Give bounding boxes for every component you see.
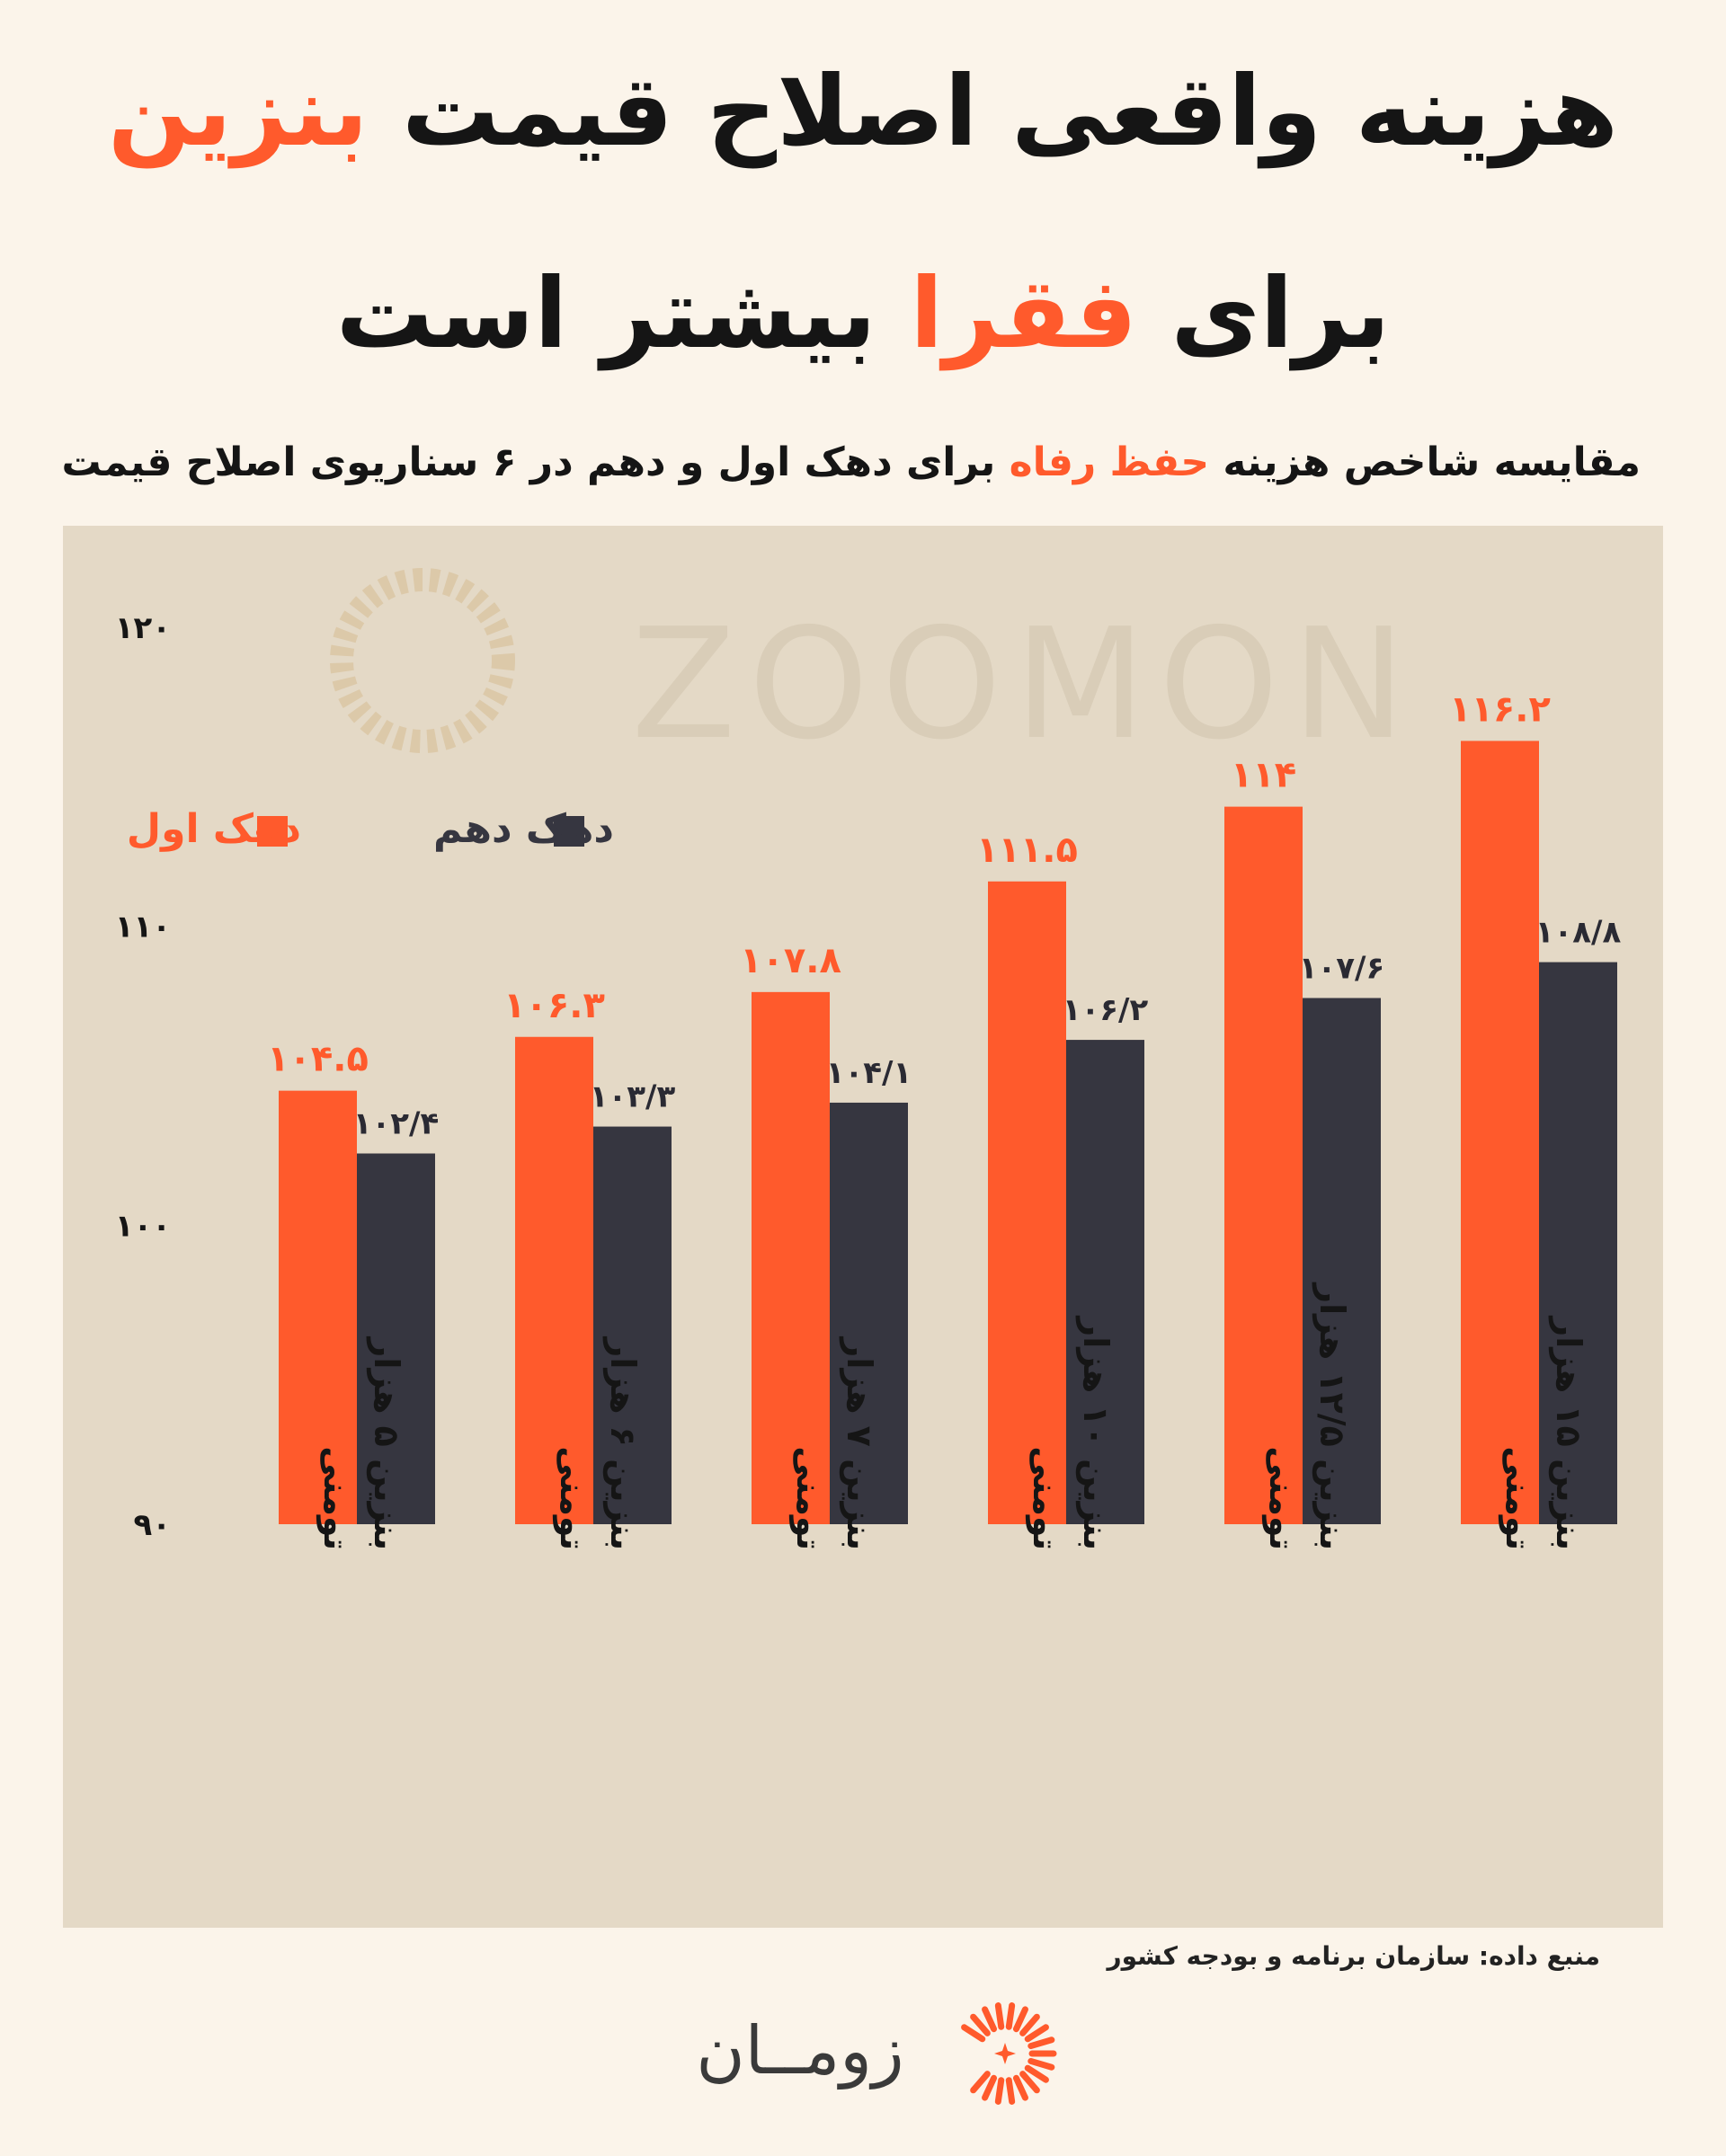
bar-tenth-decile [830,1102,908,1524]
bar-first-decile [515,1036,593,1524]
x-category-label-line: تومنی [553,1446,592,1550]
data-label-tenth-decile: ۱۰۳/۳ [590,1079,676,1115]
x-category-label-line: بنزین ۱۰ هزار [1076,1315,1116,1550]
y-tick-label: ۱۲۰ [115,610,171,646]
x-category-label: بنزین ۱۰ هزار تومنی [1026,1315,1116,1550]
bar-tenth-decile [357,1153,435,1524]
chart-subtitle: مقایسه شاخص هزینه حفظ رفاه برای دهک اول … [58,431,1641,494]
x-category-label-line: بنزین ۱۵ هزار [1549,1315,1588,1550]
y-tick-label: ۱۰۰ [115,1208,171,1244]
chart-panel: ZOOMON ۹۰ ۱۰۰ ۱۱۰ ۱۲۰ دهک اول دهک دهم ۱۰۴.۵ ۱۰۲/… [63,526,1663,1928]
y-tick-label: ۹۰ [133,1507,171,1543]
page-title-line-2: برای فقرا بیشتر است [0,256,1726,373]
brand-footer: زومــان [0,2000,1726,2107]
bar-first-decile [752,991,830,1524]
data-label-first-decile: ۱۱۶.۲ [1449,688,1551,730]
bar-tenth-decile [593,1126,672,1524]
bar-tenth-decile [1539,962,1617,1524]
legend-label-first-decile: دهک اول [127,806,301,852]
x-category-label-line: بنزین ۱۲/۵ هزار [1312,1282,1352,1550]
watermark-logo-icon [330,568,515,753]
title-accent-poor: فقرا [910,258,1137,370]
y-tick-label: ۱۱۰ [115,909,171,945]
x-category-label: بنزین ۷ هزار تومنی [789,1336,879,1550]
bar-first-decile [1461,741,1539,1524]
page-title-line-1: هزینه واقعی اصلاح قیمت بنزین [0,54,1726,171]
data-label-tenth-decile: ۱۰۲/۴ [353,1105,439,1141]
bar-chart: ZOOMON ۹۰ ۱۰۰ ۱۱۰ ۱۲۰ دهک اول دهک دهم ۱۰۴.۵ ۱۰۲/… [115,568,1622,1550]
data-label-first-decile: ۱۱۱.۵ [976,830,1078,871]
bar-first-decile [1224,806,1303,1524]
data-label-first-decile: ۱۰۷.۸ [740,940,841,981]
bar-first-decile [988,881,1066,1524]
x-category-label-line: تومنی [789,1446,829,1550]
legend-swatch-first-decile [257,816,288,847]
title-main-text: هزینه واقعی اصلاح قیمت [402,56,1619,168]
watermark-text: ZOOMON [631,596,1419,774]
x-category-label-line: بنزین ۵ هزار [367,1336,406,1550]
data-source-note: منبع داده: سازمان برنامه و بودجه کشور [1107,1941,1600,1971]
title-more-text: بیشتر است [335,258,876,370]
data-label-first-decile: ۱۰۶.۳ [503,985,605,1026]
legend-label-tenth-decile: دهک دهم [433,806,614,852]
title-accent-gasoline: بنزین [107,56,369,168]
data-label-tenth-decile: ۱۰۶/۲ [1063,992,1149,1028]
x-category-label-line: تومنی [1026,1446,1065,1550]
data-label-first-decile: ۱۱۴ [1231,755,1296,796]
x-category-label-line: تومنی [1262,1446,1302,1550]
x-category-label-line: بنزین ۶ هزار [603,1336,643,1550]
subtitle-accent: حفظ رفاه [1009,439,1210,485]
sunburst-icon [961,2002,1057,2105]
data-label-tenth-decile: ۱۰۷/۶ [1299,951,1384,987]
title-for-text: برای [1170,258,1391,370]
legend-swatch-tenth-decile [554,816,584,847]
subtitle-part-2: برای دهک اول و دهم در ۶ سناریوی اصلاح قی… [61,439,996,485]
bar-tenth-decile [1303,998,1381,1524]
data-label-tenth-decile: ۱۰۸/۸ [1535,915,1622,951]
x-category-label-line: تومنی [316,1446,356,1550]
brand-name: زومــان [696,2012,904,2089]
x-category-label-line: بنزین ۷ هزار [840,1336,879,1550]
data-label-tenth-decile: ۱۰۴/۱ [826,1055,912,1091]
x-category-label: بنزین ۵ هزار تومنی [316,1336,406,1550]
subtitle-part-1: مقایسه شاخص هزینه [1223,439,1641,485]
x-category-label-line: تومنی [1499,1446,1538,1550]
bar-first-decile [279,1090,357,1524]
bar-tenth-decile [1066,1040,1144,1524]
x-category-label: بنزین ۶ هزار تومنی [553,1336,643,1550]
x-category-label: بنزین ۱۵ هزار تومنی [1499,1315,1588,1550]
data-label-first-decile: ۱۰۴.۵ [267,1039,369,1080]
